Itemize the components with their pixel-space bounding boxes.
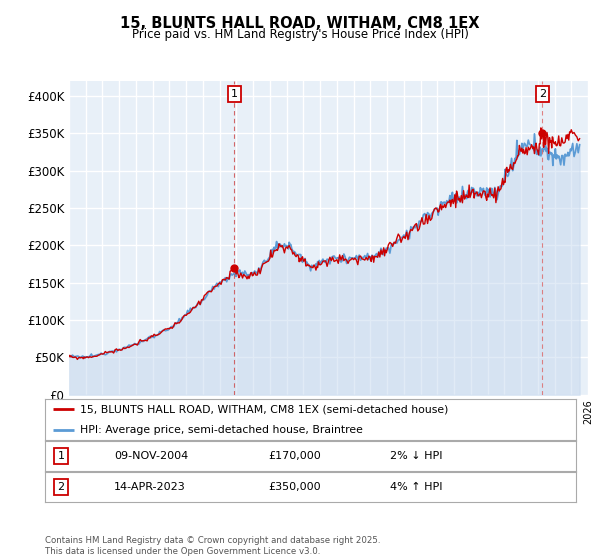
Text: 2% ↓ HPI: 2% ↓ HPI bbox=[390, 451, 443, 461]
Text: 2: 2 bbox=[539, 89, 546, 99]
Text: 14-APR-2023: 14-APR-2023 bbox=[114, 482, 186, 492]
Text: 1: 1 bbox=[231, 89, 238, 99]
Text: £350,000: £350,000 bbox=[268, 482, 320, 492]
Text: 15, BLUNTS HALL ROAD, WITHAM, CM8 1EX: 15, BLUNTS HALL ROAD, WITHAM, CM8 1EX bbox=[120, 16, 480, 31]
Text: Contains HM Land Registry data © Crown copyright and database right 2025.
This d: Contains HM Land Registry data © Crown c… bbox=[45, 536, 380, 556]
Text: 1: 1 bbox=[58, 451, 64, 461]
Text: Price paid vs. HM Land Registry's House Price Index (HPI): Price paid vs. HM Land Registry's House … bbox=[131, 28, 469, 41]
Text: 2: 2 bbox=[58, 482, 64, 492]
Text: 4% ↑ HPI: 4% ↑ HPI bbox=[390, 482, 443, 492]
Text: 09-NOV-2004: 09-NOV-2004 bbox=[114, 451, 188, 461]
Text: HPI: Average price, semi-detached house, Braintree: HPI: Average price, semi-detached house,… bbox=[80, 424, 362, 435]
Text: £170,000: £170,000 bbox=[268, 451, 321, 461]
Text: 15, BLUNTS HALL ROAD, WITHAM, CM8 1EX (semi-detached house): 15, BLUNTS HALL ROAD, WITHAM, CM8 1EX (s… bbox=[80, 404, 448, 414]
